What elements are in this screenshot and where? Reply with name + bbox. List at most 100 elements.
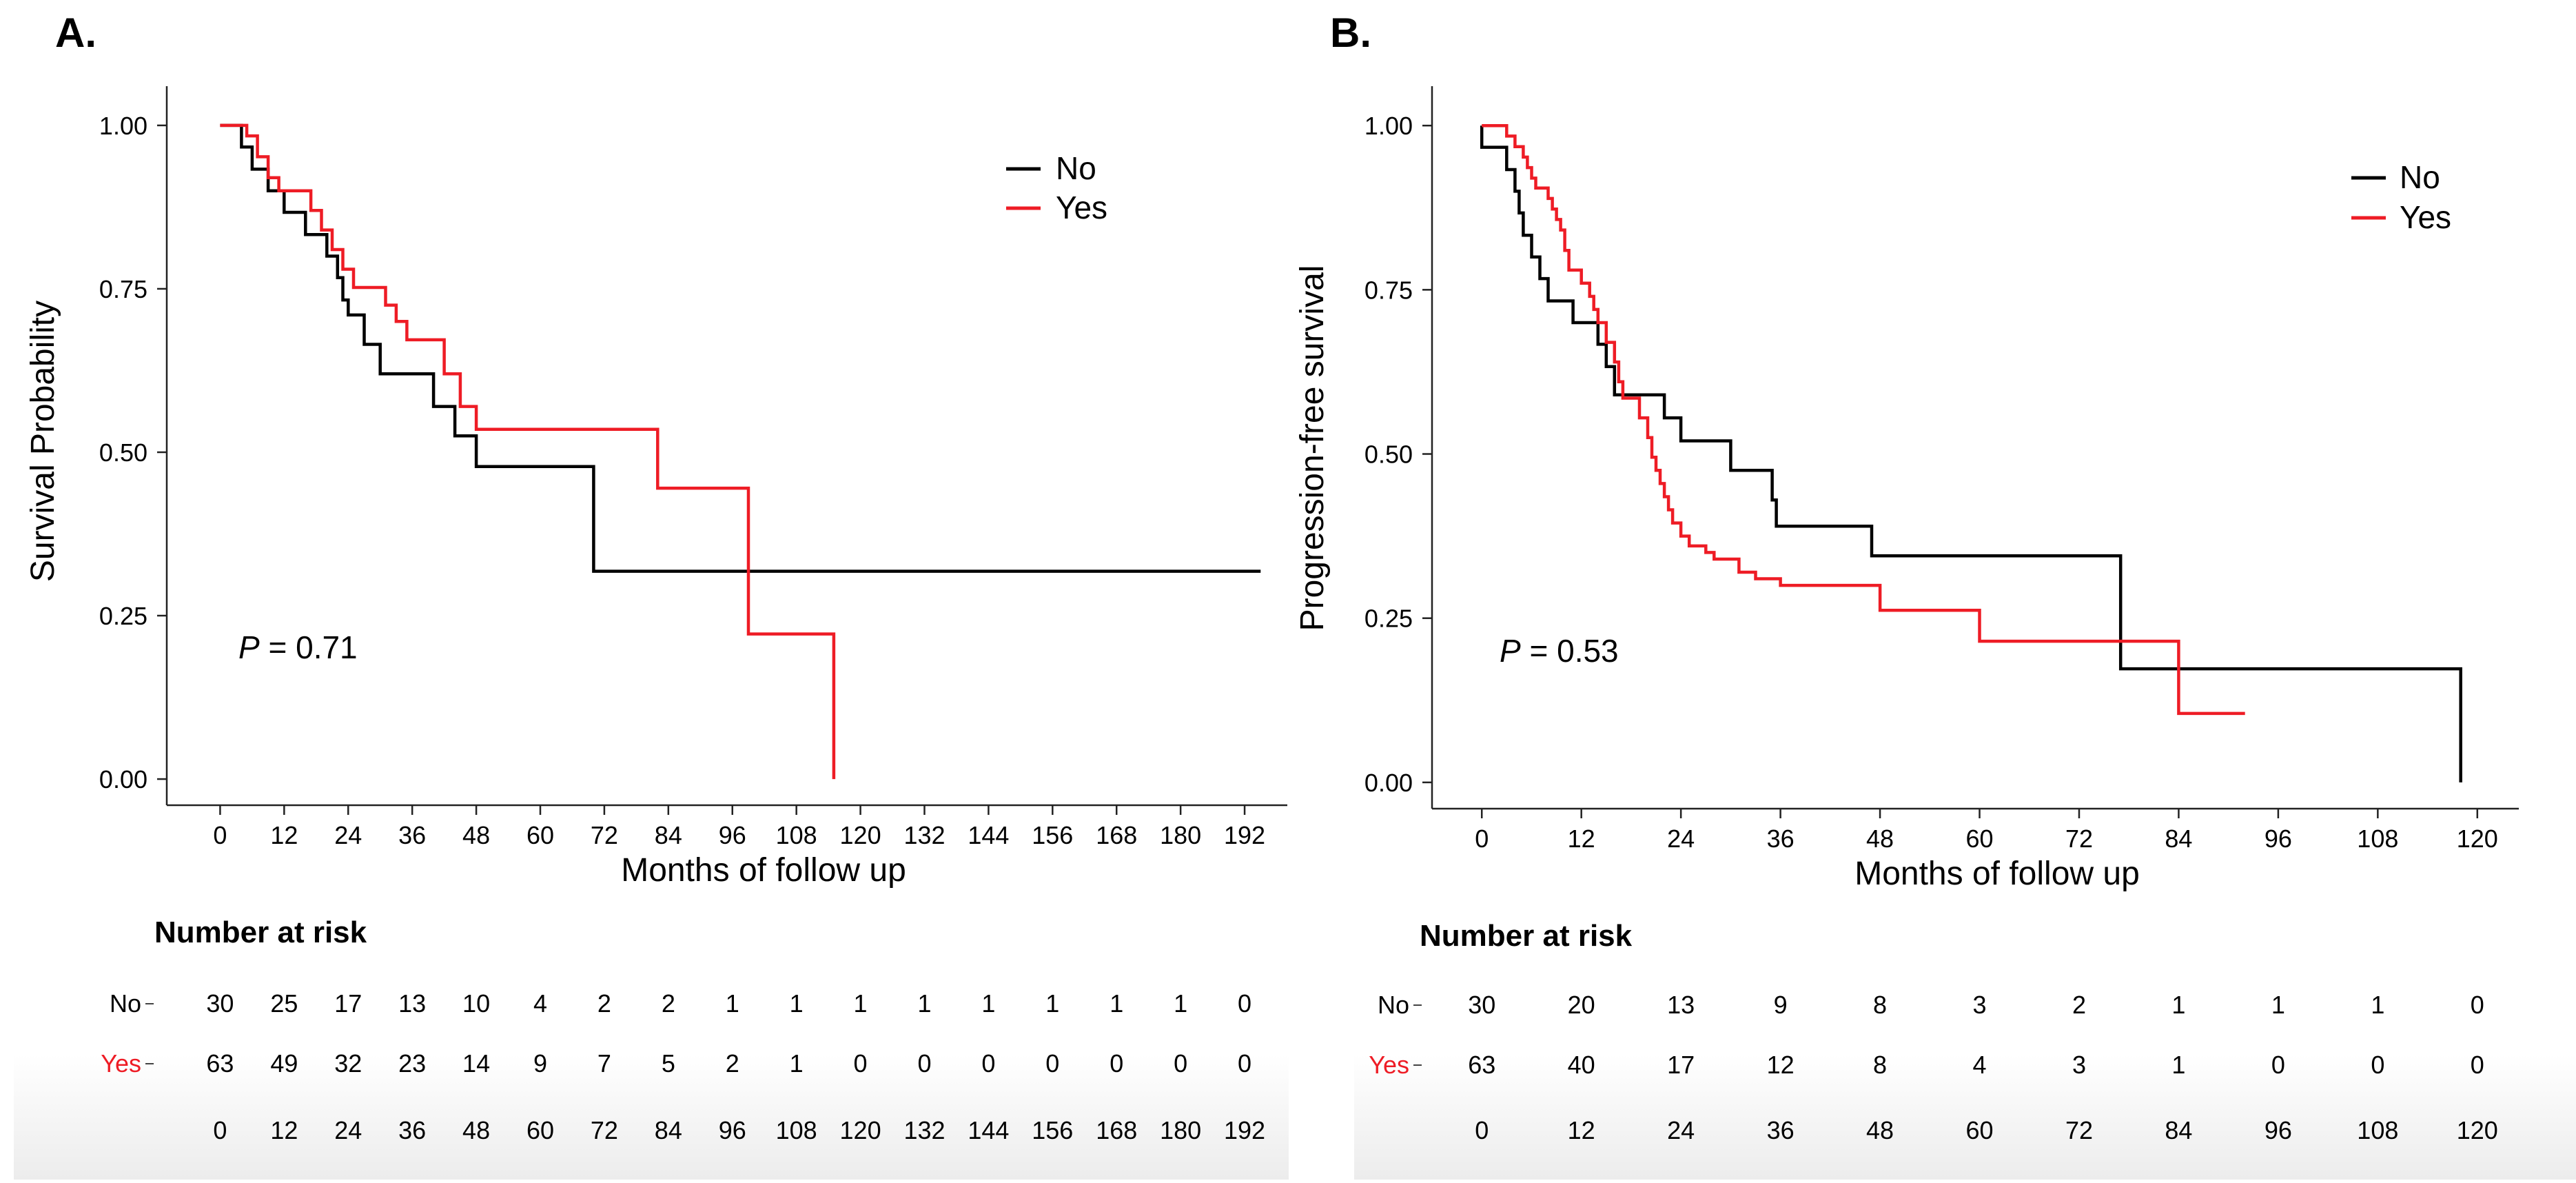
risk-count: 7 xyxy=(597,1049,611,1078)
risk-count: 49 xyxy=(270,1049,298,1078)
x-tick-label: 120 xyxy=(840,821,881,849)
risk-count: 0 xyxy=(2471,991,2484,1019)
risk-time-label: 144 xyxy=(968,1116,1009,1144)
risk-count: 0 xyxy=(1045,1049,1059,1078)
risk-count: 63 xyxy=(1468,1051,1495,1079)
risk-time-label: 156 xyxy=(1032,1116,1073,1144)
risk-count: 1 xyxy=(790,1049,804,1078)
x-tick-label: 96 xyxy=(2265,825,2292,853)
risk-time-label: 108 xyxy=(776,1116,817,1144)
y-tick-label: 0.00 xyxy=(99,765,147,793)
x-tick-label: 0 xyxy=(1475,825,1489,853)
p-label: P xyxy=(238,629,260,665)
risk-time-label: 60 xyxy=(527,1116,554,1144)
risk-count: 0 xyxy=(2371,1051,2384,1079)
panel-a-label: A. xyxy=(55,10,96,56)
risk-count: 32 xyxy=(334,1049,362,1078)
x-tick-label: 108 xyxy=(776,821,817,849)
risk-count: 2 xyxy=(597,989,611,1018)
risk-time-label: 12 xyxy=(1568,1116,1595,1144)
risk-count: 12 xyxy=(1767,1051,1795,1079)
x-tick-label: 0 xyxy=(213,821,227,849)
risk-count: 5 xyxy=(662,1049,675,1078)
x-tick-label: 72 xyxy=(2065,825,2093,853)
risk-count: 10 xyxy=(462,989,490,1018)
risk-time-label: 36 xyxy=(398,1116,426,1144)
risk-time-label: 12 xyxy=(270,1116,298,1144)
x-tick-label: 132 xyxy=(903,821,945,849)
x-tick-label: 108 xyxy=(2357,825,2398,853)
panel-b: B. Progression-free survival Months of f… xyxy=(1294,10,2519,1144)
x-tick-label: 84 xyxy=(2165,825,2192,853)
risk-time-label: 120 xyxy=(840,1116,881,1144)
panel-a-y-axis-label: Survival Probability xyxy=(25,301,61,582)
risk-time-label: 36 xyxy=(1767,1116,1795,1144)
risk-count: 0 xyxy=(1110,1049,1123,1078)
risk-table-b-background xyxy=(1354,1055,2576,1180)
risk-time-label: 48 xyxy=(1866,1116,1894,1144)
y-tick-label: 0.75 xyxy=(1364,276,1413,304)
km-curve-no xyxy=(1480,125,2462,782)
risk-count: 23 xyxy=(398,1049,426,1078)
risk-count: 2 xyxy=(2072,991,2086,1019)
risk-count: 4 xyxy=(533,989,547,1018)
risk-count: 25 xyxy=(270,989,298,1018)
panel-a-legend: No Yes xyxy=(1006,150,1107,225)
x-tick-label: 180 xyxy=(1160,821,1201,849)
risk-count: 17 xyxy=(334,989,362,1018)
risk-count: 0 xyxy=(1238,989,1251,1018)
risk-count: 30 xyxy=(206,989,234,1018)
risk-count: 9 xyxy=(533,1049,547,1078)
legend-label-no: No xyxy=(1056,150,1096,186)
risk-time-label: 60 xyxy=(1965,1116,1993,1144)
risk-time-label: 132 xyxy=(903,1116,945,1144)
risk-row-label-no: No xyxy=(110,989,141,1018)
panel-b-x-axis-label: Months of follow up xyxy=(1854,856,2140,892)
panel-a: A. Survival Probability Months of follow… xyxy=(25,10,1287,1144)
panel-b-curves xyxy=(1480,123,2462,782)
panel-a-x-axis-label: Months of follow up xyxy=(621,852,906,889)
x-tick-label: 24 xyxy=(334,821,362,849)
x-tick-label: 24 xyxy=(1667,825,1695,853)
risk-time-label: 72 xyxy=(591,1116,618,1144)
y-tick-label: 0.25 xyxy=(99,602,147,630)
panel-b-axes: 0.00 0.25 0.50 0.75 1.00 0 12 24 36 48 60 72 84 96 108… xyxy=(1364,86,2519,853)
km-curve-yes xyxy=(220,123,836,780)
risk-count: 2 xyxy=(662,989,675,1018)
x-tick-label: 12 xyxy=(1568,825,1595,853)
risk-time-label: 0 xyxy=(1475,1116,1489,1144)
risk-count: 0 xyxy=(2471,1051,2484,1079)
risk-time-label: 168 xyxy=(1096,1116,1137,1144)
risk-count: 3 xyxy=(2072,1051,2086,1079)
risk-count: 1 xyxy=(2271,991,2285,1019)
risk-count: 1 xyxy=(981,989,995,1018)
km-curve-yes xyxy=(1482,123,2245,716)
panel-a-axes: 0.00 0.25 0.50 0.75 1.00 0 12 24 36 48 60 72 84 96 108… xyxy=(99,86,1287,849)
risk-count: 13 xyxy=(398,989,426,1018)
risk-count: 0 xyxy=(917,1049,931,1078)
panel-b-label: B. xyxy=(1330,10,1371,56)
risk-time-label: 120 xyxy=(2457,1116,2498,1144)
panel-b-legend: No Yes xyxy=(2351,159,2451,235)
panel-a-p-value: P = 0.71 xyxy=(238,629,358,665)
risk-count: 14 xyxy=(462,1049,490,1078)
panel-b-y-axis-label: Progression-free survival xyxy=(1294,265,1331,631)
risk-time-label: 96 xyxy=(2265,1116,2292,1144)
y-tick-label: 1.00 xyxy=(1364,112,1413,140)
risk-time-label: 108 xyxy=(2357,1116,2398,1144)
risk-count: 0 xyxy=(1238,1049,1251,1078)
x-tick-label: 156 xyxy=(1032,821,1073,849)
x-tick-label: 36 xyxy=(1767,825,1795,853)
risk-count: 1 xyxy=(2371,991,2384,1019)
risk-count: 8 xyxy=(1873,991,1887,1019)
p-value-text: = 0.71 xyxy=(260,629,358,665)
y-tick-label: 1.00 xyxy=(99,112,147,140)
p-value-text: = 0.53 xyxy=(1521,633,1619,669)
risk-count: 0 xyxy=(854,1049,868,1078)
risk-count: 1 xyxy=(854,989,868,1018)
risk-count: 1 xyxy=(1174,989,1187,1018)
risk-count: 17 xyxy=(1667,1051,1695,1079)
risk-count: 1 xyxy=(1110,989,1123,1018)
